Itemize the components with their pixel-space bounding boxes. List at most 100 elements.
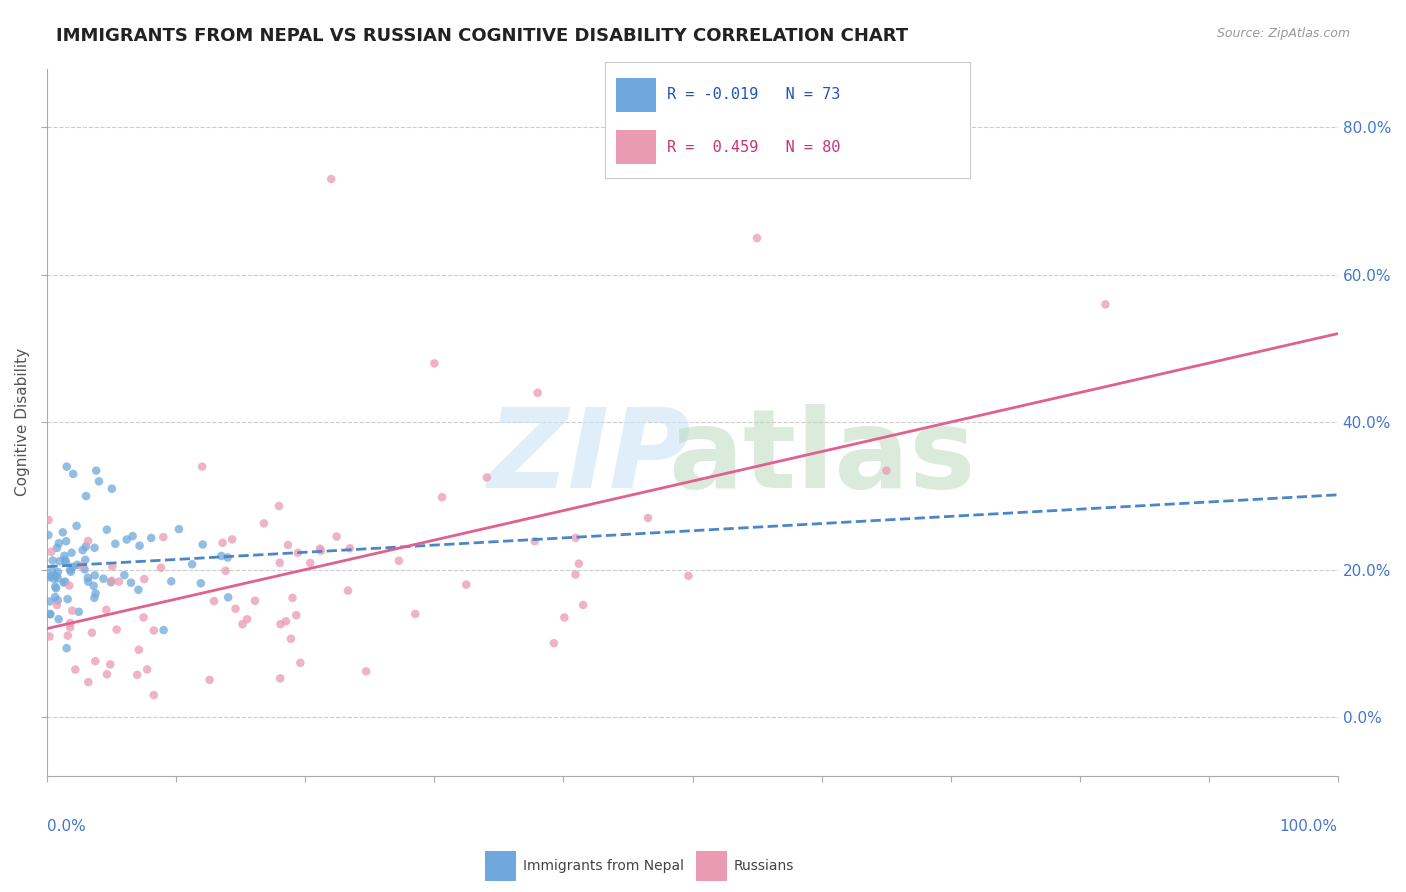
Point xyxy=(77,675,100,690)
Point xyxy=(160,574,183,589)
Point xyxy=(73,562,96,576)
Point xyxy=(217,550,239,565)
Point xyxy=(354,665,377,679)
Point xyxy=(152,530,174,544)
Point xyxy=(285,608,308,623)
Point xyxy=(225,601,247,615)
Point xyxy=(100,575,122,590)
Point xyxy=(52,575,75,590)
Point xyxy=(572,598,595,612)
Point xyxy=(44,590,66,604)
Point xyxy=(1094,297,1116,311)
Text: Source: ZipAtlas.com: Source: ZipAtlas.com xyxy=(1216,27,1350,40)
Point xyxy=(38,570,60,584)
Point xyxy=(128,539,150,553)
Point xyxy=(59,563,82,577)
Point xyxy=(98,657,121,672)
Point xyxy=(93,572,115,586)
Point xyxy=(167,522,190,536)
Point xyxy=(281,591,304,605)
Point xyxy=(53,574,76,589)
Point xyxy=(48,536,70,550)
Text: ZIP: ZIP xyxy=(488,404,690,511)
FancyBboxPatch shape xyxy=(616,129,655,164)
Point xyxy=(141,531,163,545)
Point xyxy=(221,533,243,547)
Text: 100.0%: 100.0% xyxy=(1279,819,1337,834)
Point xyxy=(243,594,266,608)
Point xyxy=(101,559,124,574)
Point xyxy=(565,531,588,545)
Point xyxy=(214,564,236,578)
Text: Russians: Russians xyxy=(734,859,794,873)
Point xyxy=(564,567,586,582)
Point xyxy=(277,538,299,552)
Point xyxy=(209,549,232,563)
Point xyxy=(142,688,165,702)
Point xyxy=(456,577,478,591)
Point xyxy=(56,592,79,607)
Point xyxy=(46,571,69,585)
Point xyxy=(875,464,897,478)
Point xyxy=(83,568,105,582)
Point xyxy=(105,623,128,637)
Point xyxy=(253,516,276,531)
Point xyxy=(127,582,149,597)
Point xyxy=(65,663,87,677)
Point xyxy=(42,572,65,586)
Point xyxy=(39,545,62,559)
Point xyxy=(309,543,332,558)
Point xyxy=(127,668,149,682)
Point xyxy=(475,470,498,484)
Point xyxy=(53,553,76,567)
Point xyxy=(48,612,70,626)
Point xyxy=(80,625,103,640)
Point xyxy=(104,537,127,551)
Point xyxy=(83,541,105,555)
Point xyxy=(190,576,212,591)
Point xyxy=(48,554,70,568)
Text: IMMIGRANTS FROM NEPAL VS RUSSIAN COGNITIVE DISABILITY CORRELATION CHART: IMMIGRANTS FROM NEPAL VS RUSSIAN COGNITI… xyxy=(56,27,908,45)
Point xyxy=(38,513,60,527)
Point xyxy=(55,534,77,549)
Point xyxy=(38,594,60,608)
Point xyxy=(217,591,239,605)
Point xyxy=(46,593,69,607)
Point xyxy=(136,662,159,676)
Point xyxy=(62,467,84,481)
Point xyxy=(269,556,291,570)
Point xyxy=(543,636,565,650)
Point xyxy=(152,623,174,637)
Point xyxy=(56,629,79,643)
Text: atlas: atlas xyxy=(668,404,976,511)
Point xyxy=(134,572,156,586)
Point xyxy=(108,574,131,589)
Point xyxy=(87,475,110,489)
Point xyxy=(96,603,118,617)
Point xyxy=(678,568,700,582)
Point xyxy=(267,499,290,513)
Point xyxy=(55,459,77,474)
Point xyxy=(39,569,62,583)
Point xyxy=(84,464,107,478)
Point xyxy=(58,578,80,592)
Point xyxy=(96,667,118,681)
Point xyxy=(309,541,332,556)
Point xyxy=(299,556,322,570)
Point xyxy=(553,610,575,624)
Point xyxy=(430,490,453,504)
Point xyxy=(120,575,142,590)
Point xyxy=(77,574,100,589)
Point xyxy=(75,553,97,567)
Point xyxy=(128,642,150,657)
Point xyxy=(191,537,214,551)
Point xyxy=(41,553,63,567)
Point xyxy=(45,581,67,595)
Point xyxy=(198,673,221,687)
Text: R =  0.459   N = 80: R = 0.459 N = 80 xyxy=(666,139,841,154)
Point xyxy=(745,231,768,245)
Point xyxy=(52,525,75,540)
Point xyxy=(115,533,138,547)
Point xyxy=(149,560,172,574)
Point xyxy=(65,519,87,533)
